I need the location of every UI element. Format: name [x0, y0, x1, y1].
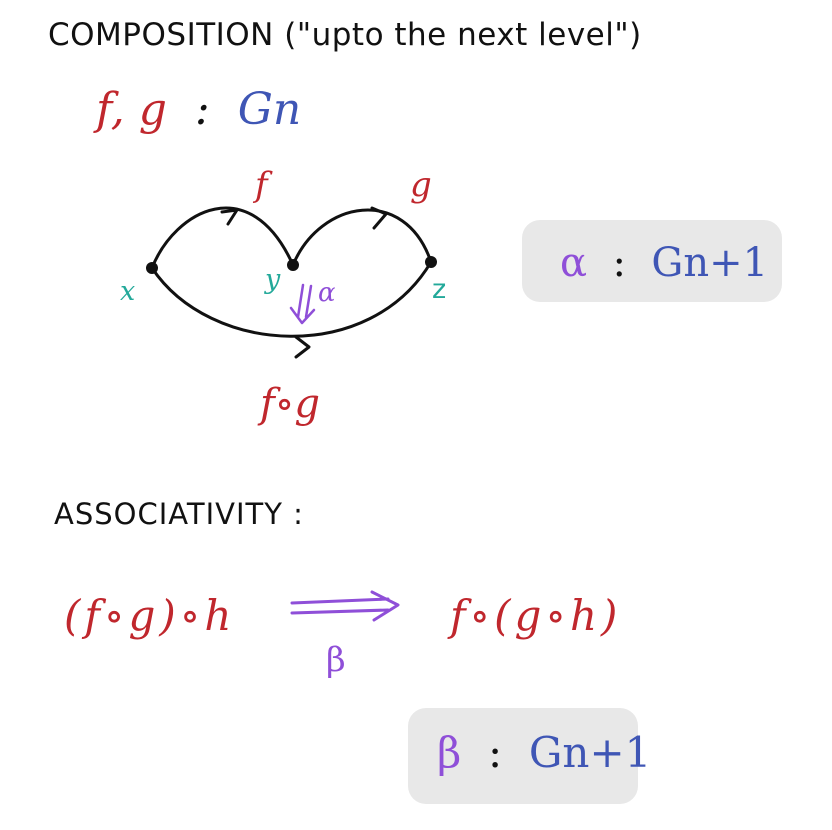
arrow-g-label: g — [410, 165, 432, 205]
alpha-colon: : — [612, 240, 626, 286]
arrow-composite — [150, 260, 433, 338]
point-z — [425, 256, 437, 268]
arrowhead-composite — [294, 335, 311, 359]
type-line-type: Gn — [237, 84, 302, 135]
arrow-f — [150, 206, 295, 270]
cell-alpha-label: α — [318, 278, 336, 308]
beta-type-declaration: β : Gn+1 — [437, 732, 651, 774]
point-x — [146, 262, 158, 274]
beta-type-box — [408, 708, 638, 804]
composition-heading: COMPOSITION ("upto the next level") — [48, 17, 642, 53]
arrow-f-label: f — [255, 165, 268, 205]
associator-arrow — [290, 590, 400, 622]
alpha-type: Gn+1 — [651, 240, 769, 286]
arrow-g — [291, 208, 433, 267]
associativity-left-expression: (f∘g)∘h — [64, 591, 236, 640]
type-line-f: f — [96, 84, 111, 135]
associator-beta-label: β — [326, 640, 346, 680]
object-x-label: x — [120, 276, 136, 307]
type-line-g: g — [138, 84, 167, 135]
alpha-type-box — [522, 220, 782, 302]
object-y-label: y — [265, 264, 281, 295]
beta-symbol: β — [437, 728, 462, 777]
type-declaration: f, g : Gn — [96, 88, 301, 132]
associativity-right-expression: f∘(g∘h) — [450, 591, 622, 640]
type-line-colon: : — [194, 84, 210, 135]
composite-label: f∘g — [260, 381, 321, 427]
beta-type: Gn+1 — [528, 728, 652, 777]
point-y — [287, 259, 299, 271]
alpha-type-declaration: α : Gn+1 — [560, 243, 768, 283]
arrowhead-f — [220, 208, 239, 226]
arrowhead-g — [370, 206, 388, 230]
associativity-heading: ASSOCIATIVITY : — [54, 497, 304, 531]
object-z-label: z — [432, 274, 447, 305]
type-line-comma: , — [110, 84, 125, 135]
alpha-symbol: α — [560, 240, 588, 286]
cell-arrow-alpha — [289, 283, 316, 325]
beta-colon: : — [487, 728, 503, 777]
